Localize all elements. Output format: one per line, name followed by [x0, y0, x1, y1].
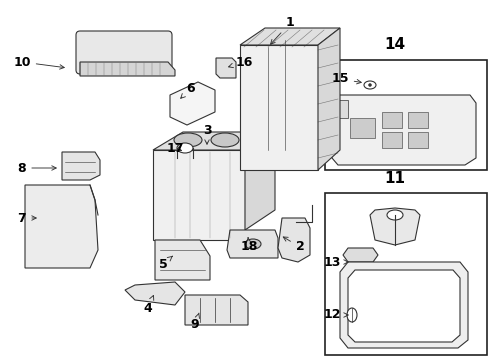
Bar	[325, 60, 486, 170]
Text: 18: 18	[240, 238, 257, 253]
Text: 3: 3	[202, 123, 211, 144]
Bar	[240, 45, 317, 170]
Ellipse shape	[244, 239, 261, 249]
Bar	[334, 100, 347, 118]
Polygon shape	[170, 82, 215, 125]
Text: 15: 15	[330, 72, 361, 85]
Ellipse shape	[177, 143, 193, 153]
Text: 7: 7	[18, 211, 36, 225]
Text: 10: 10	[13, 55, 64, 69]
Text: 1: 1	[270, 17, 294, 44]
Polygon shape	[62, 152, 100, 180]
Polygon shape	[125, 282, 184, 305]
Text: 8: 8	[18, 162, 56, 175]
Bar	[381, 132, 401, 148]
Ellipse shape	[386, 210, 402, 220]
Text: 11: 11	[384, 171, 405, 186]
Text: 16: 16	[228, 55, 252, 68]
Bar	[153, 150, 244, 240]
Ellipse shape	[174, 133, 202, 147]
Text: 17: 17	[166, 141, 183, 154]
Polygon shape	[342, 248, 377, 262]
Polygon shape	[347, 270, 459, 342]
Bar	[349, 118, 374, 138]
Polygon shape	[226, 230, 278, 258]
Text: 4: 4	[143, 296, 153, 315]
Polygon shape	[317, 28, 339, 170]
Bar	[325, 193, 486, 355]
FancyBboxPatch shape	[76, 31, 172, 74]
Polygon shape	[244, 132, 274, 230]
Polygon shape	[155, 240, 209, 280]
Polygon shape	[25, 185, 98, 268]
Ellipse shape	[363, 81, 375, 89]
Ellipse shape	[346, 308, 356, 322]
Polygon shape	[278, 218, 309, 262]
Polygon shape	[331, 95, 475, 165]
Polygon shape	[153, 132, 274, 150]
Ellipse shape	[210, 133, 239, 147]
Text: 2: 2	[283, 237, 304, 253]
Polygon shape	[339, 262, 467, 348]
Text: 9: 9	[190, 313, 199, 332]
Polygon shape	[216, 58, 236, 78]
Bar	[381, 112, 401, 128]
Polygon shape	[80, 62, 175, 76]
Bar	[407, 132, 427, 148]
Ellipse shape	[368, 84, 371, 86]
Text: 14: 14	[384, 37, 405, 52]
Text: 13: 13	[323, 256, 347, 269]
Bar	[407, 112, 427, 128]
Text: 5: 5	[158, 256, 172, 270]
Polygon shape	[369, 208, 419, 245]
Polygon shape	[184, 295, 247, 325]
Text: 12: 12	[323, 309, 347, 321]
Polygon shape	[240, 28, 339, 45]
Text: 6: 6	[181, 81, 195, 98]
